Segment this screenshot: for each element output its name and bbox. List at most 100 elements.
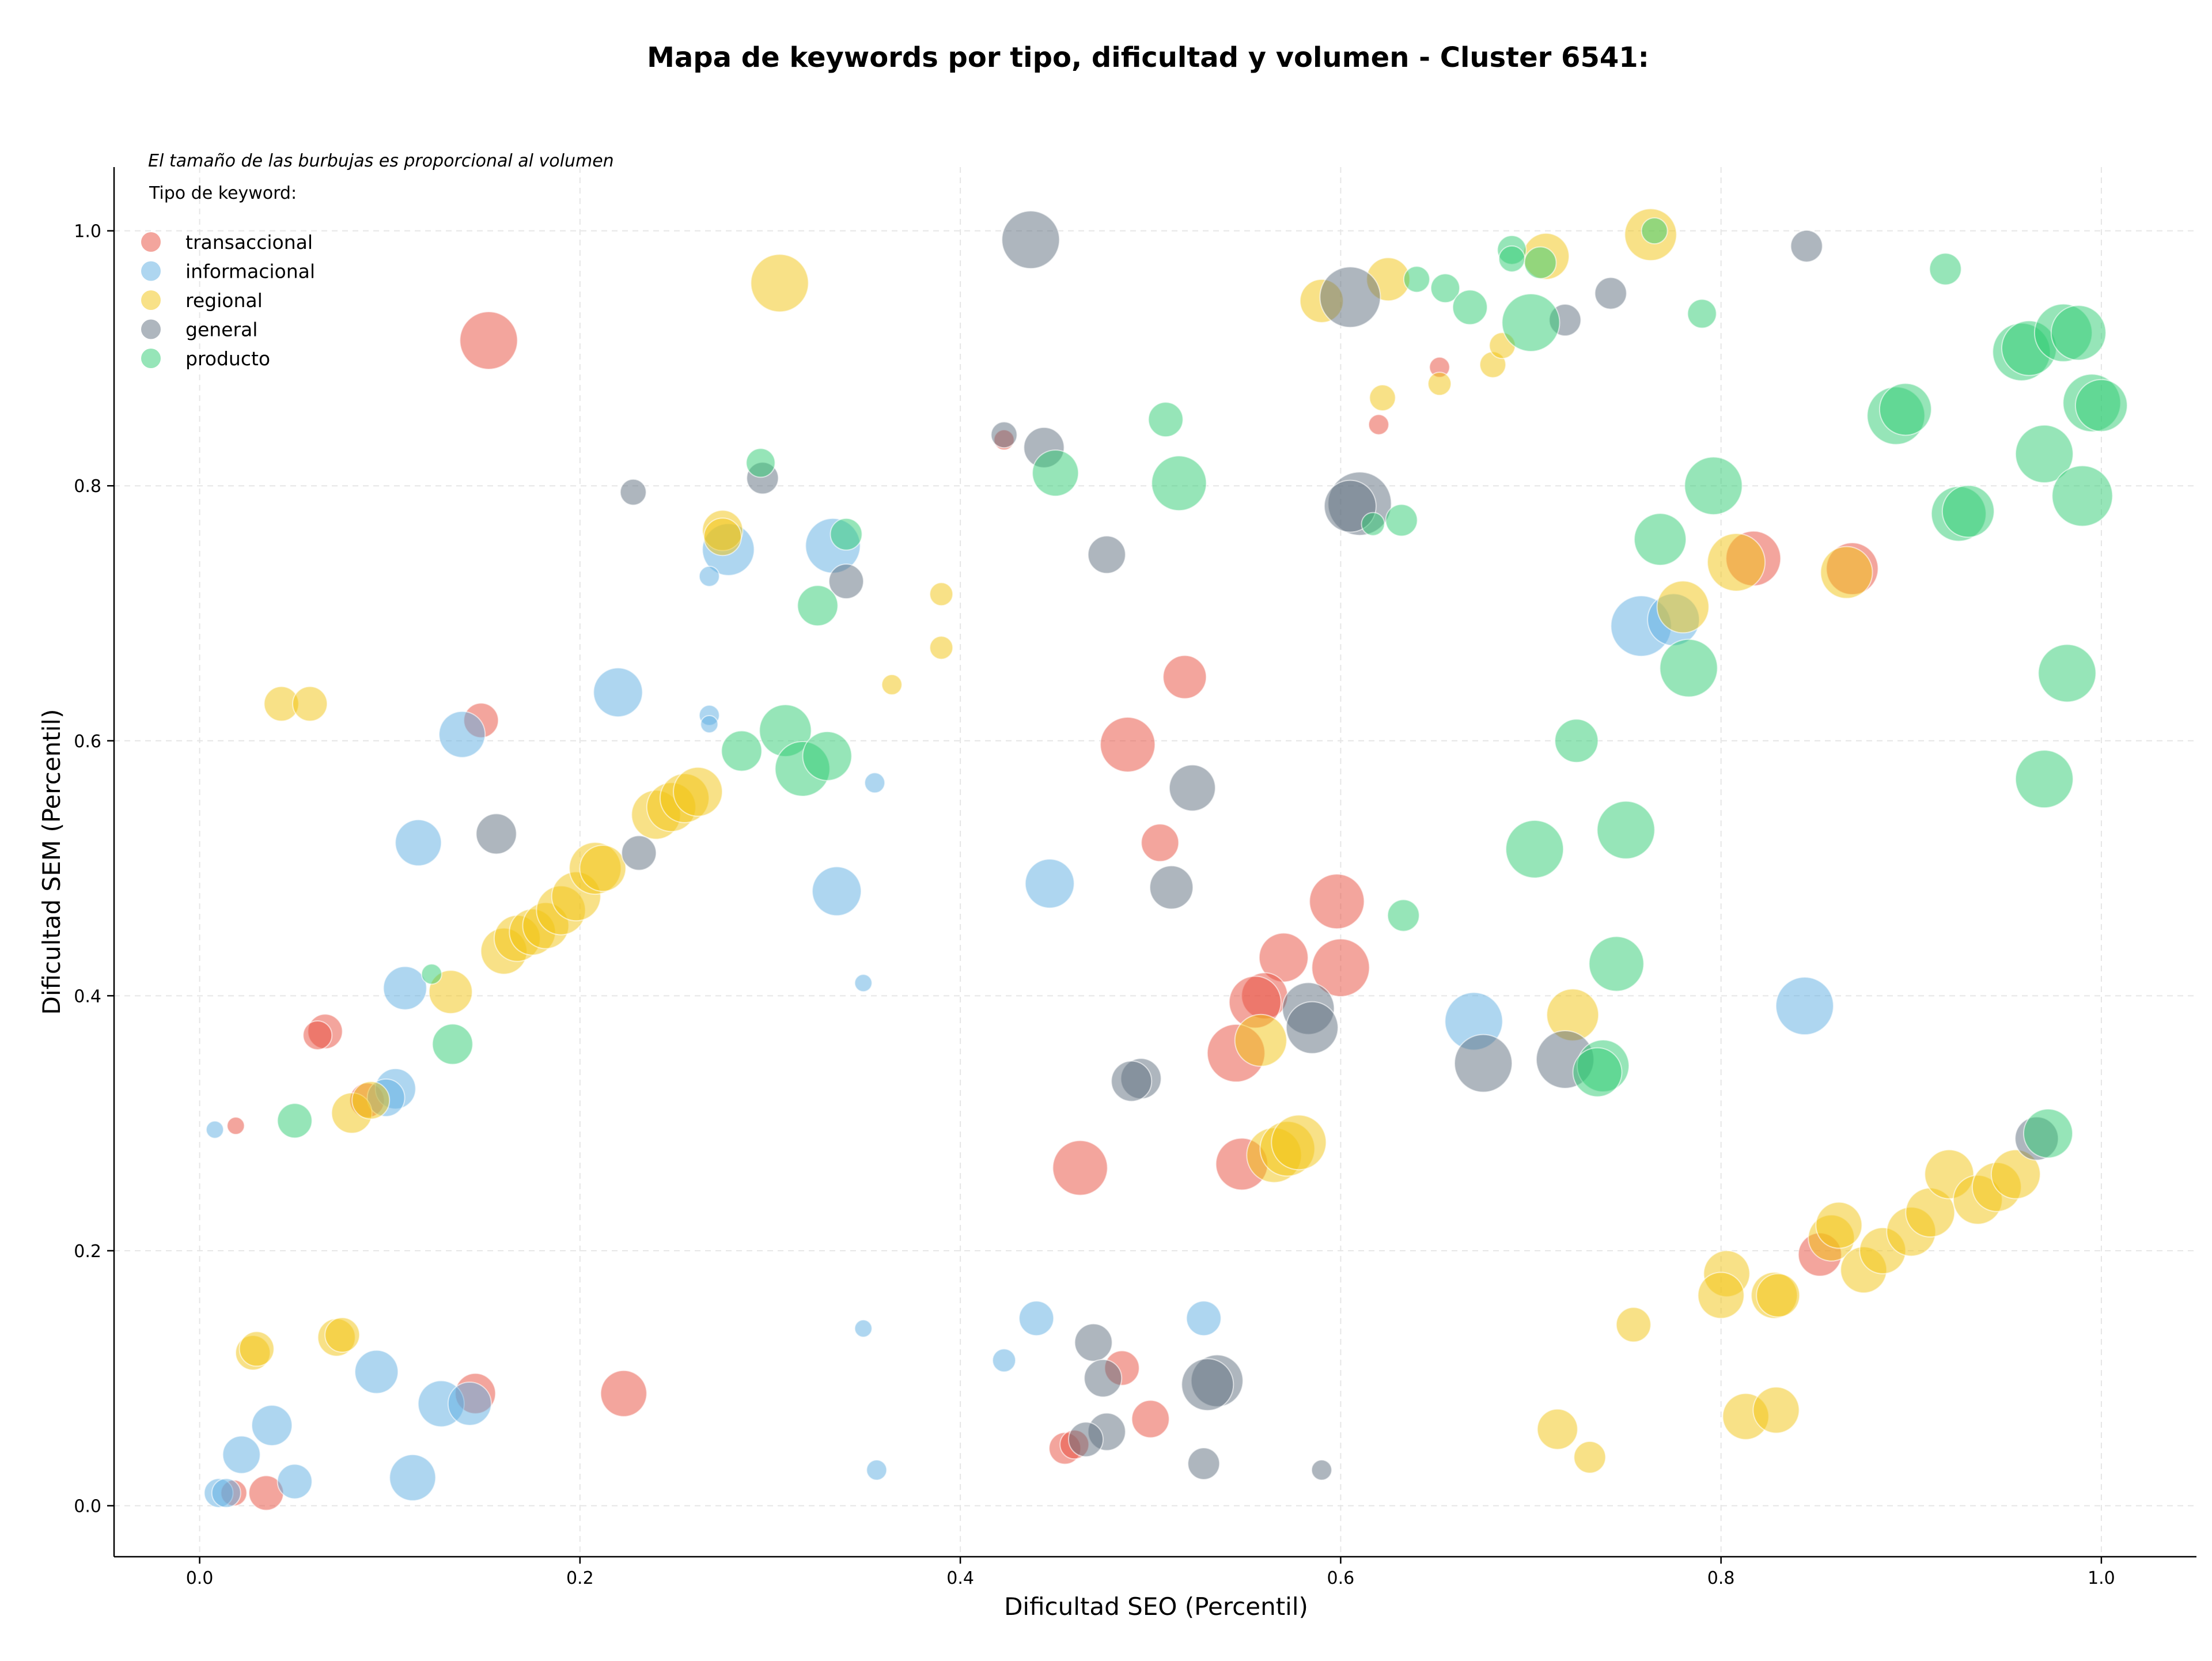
bubble-regional: [1234, 1013, 1287, 1067]
bubble-transaccional: [1162, 654, 1207, 699]
bubble-general: [990, 421, 1018, 449]
bubble-producto: [721, 730, 763, 772]
bubble-informacional: [854, 1319, 873, 1338]
bubble-general: [1168, 764, 1216, 812]
bubble-regional: [1820, 546, 1873, 599]
bubble-general: [1111, 1060, 1153, 1102]
legend-marker-regional: [141, 290, 161, 310]
bubble-general: [1790, 229, 1823, 263]
bubble-informacional: [447, 1381, 492, 1426]
bubble-regional: [292, 686, 328, 722]
legend-marker-informacional: [141, 261, 161, 281]
bubble-producto: [802, 731, 853, 781]
bubble-transaccional: [1311, 938, 1370, 997]
bubble-regional: [1615, 1307, 1652, 1343]
bubble-informacional: [1775, 977, 1834, 1036]
bubble-producto: [830, 517, 863, 551]
legend-marker-general: [141, 319, 161, 339]
legend-label-general: general: [185, 319, 257, 341]
bubble-producto: [421, 963, 442, 985]
bubble-general: [1074, 1323, 1113, 1362]
bubble-general: [621, 835, 657, 871]
bubble-regional: [1656, 580, 1710, 634]
bubble-producto: [276, 1103, 313, 1139]
x-tick-label: 0.0: [186, 1568, 214, 1588]
bubble-regional: [1756, 1273, 1801, 1318]
legend-label-informacional: informacional: [185, 260, 315, 283]
bubble-informacional: [205, 1120, 224, 1139]
bubble-informacional: [438, 710, 486, 758]
legend-marker-transaccional: [141, 232, 161, 252]
bubble-producto: [1941, 485, 1995, 538]
bubble-regional: [929, 582, 954, 607]
bubble-general: [619, 478, 647, 506]
bubble-regional: [1369, 384, 1396, 412]
legend: Tipo de keyword: transaccional informacio…: [141, 183, 315, 370]
bubble-producto: [1588, 936, 1645, 992]
bubble-producto: [1572, 1047, 1623, 1098]
bubble-informacional: [854, 974, 873, 993]
bubble-producto: [1361, 512, 1385, 536]
bubble-general: [1187, 1447, 1221, 1480]
bubble-informacional: [222, 1435, 261, 1474]
bubble-general: [1319, 266, 1381, 328]
x-tick-label: 0.6: [1327, 1568, 1355, 1588]
legend-title: Tipo de keyword:: [149, 183, 297, 203]
bubble-regional: [1536, 1408, 1578, 1450]
y-tick-label: 1.0: [74, 222, 101, 242]
bubble-producto: [1634, 513, 1687, 566]
bubble-producto: [797, 585, 839, 627]
bubble-regional: [579, 845, 627, 892]
y-tick-label: 0.6: [74, 732, 101, 752]
bubble-producto: [1032, 449, 1080, 497]
y-tick-label: 0.2: [74, 1242, 101, 1262]
y-axis-label: Dificultad SEM (Percentil): [37, 709, 66, 1015]
bubble-general: [1285, 1001, 1339, 1054]
bubble-producto: [1684, 456, 1743, 516]
bubble-producto: [1452, 289, 1488, 326]
x-tick-label: 0.8: [1707, 1568, 1735, 1588]
legend-marker-producto: [141, 349, 161, 368]
bubble-regional: [750, 253, 809, 313]
bubble-producto: [1596, 800, 1656, 860]
bubble-informacional: [1185, 1300, 1222, 1337]
bubble-informacional: [211, 1478, 241, 1508]
bubble-transaccional: [600, 1369, 647, 1417]
bubble-regional: [881, 674, 903, 695]
bubble-regional: [428, 970, 473, 1015]
y-tick-label: 0.0: [74, 1496, 101, 1516]
bubble-regional: [1707, 532, 1766, 592]
bubble-regional: [703, 517, 742, 557]
bubble-general: [828, 563, 865, 600]
bubble-informacional: [700, 715, 719, 734]
bubble-informacional: [812, 866, 862, 917]
bubble-regional: [351, 1081, 391, 1120]
bubble-producto: [2051, 465, 2113, 527]
bubble-producto: [1929, 252, 1962, 286]
bubble-informacional: [992, 1348, 1017, 1373]
bubble-producto: [431, 1023, 474, 1065]
bubble-producto: [1147, 402, 1184, 438]
bubble-regional: [1573, 1440, 1607, 1474]
bubble-transaccional: [1100, 716, 1156, 773]
bubble-producto: [1505, 819, 1565, 879]
bubble-regional: [1815, 1201, 1863, 1249]
bubble-transaccional: [1141, 823, 1180, 862]
bubble-producto: [1524, 246, 1557, 279]
bubble-informacional: [382, 966, 427, 1011]
bubble-transaccional: [1052, 1140, 1108, 1196]
bubble-regional: [238, 1331, 275, 1367]
bubble-general: [475, 813, 517, 855]
bubble-producto: [1501, 293, 1560, 352]
chart-title: Mapa de keywords por tipo, dificultad y …: [647, 41, 1649, 74]
bubble-regional: [1752, 1386, 1800, 1434]
bubble-regional: [1990, 1149, 2041, 1200]
bubble-regional: [1427, 372, 1452, 396]
bubble-informacional: [864, 772, 886, 794]
x-axis-label: Dificultad SEO (Percentil): [1004, 1592, 1308, 1621]
bubble-producto: [1403, 266, 1430, 293]
bubble-transaccional: [459, 311, 518, 370]
bubble-producto: [1659, 638, 1718, 698]
bubble-general: [1001, 210, 1060, 270]
